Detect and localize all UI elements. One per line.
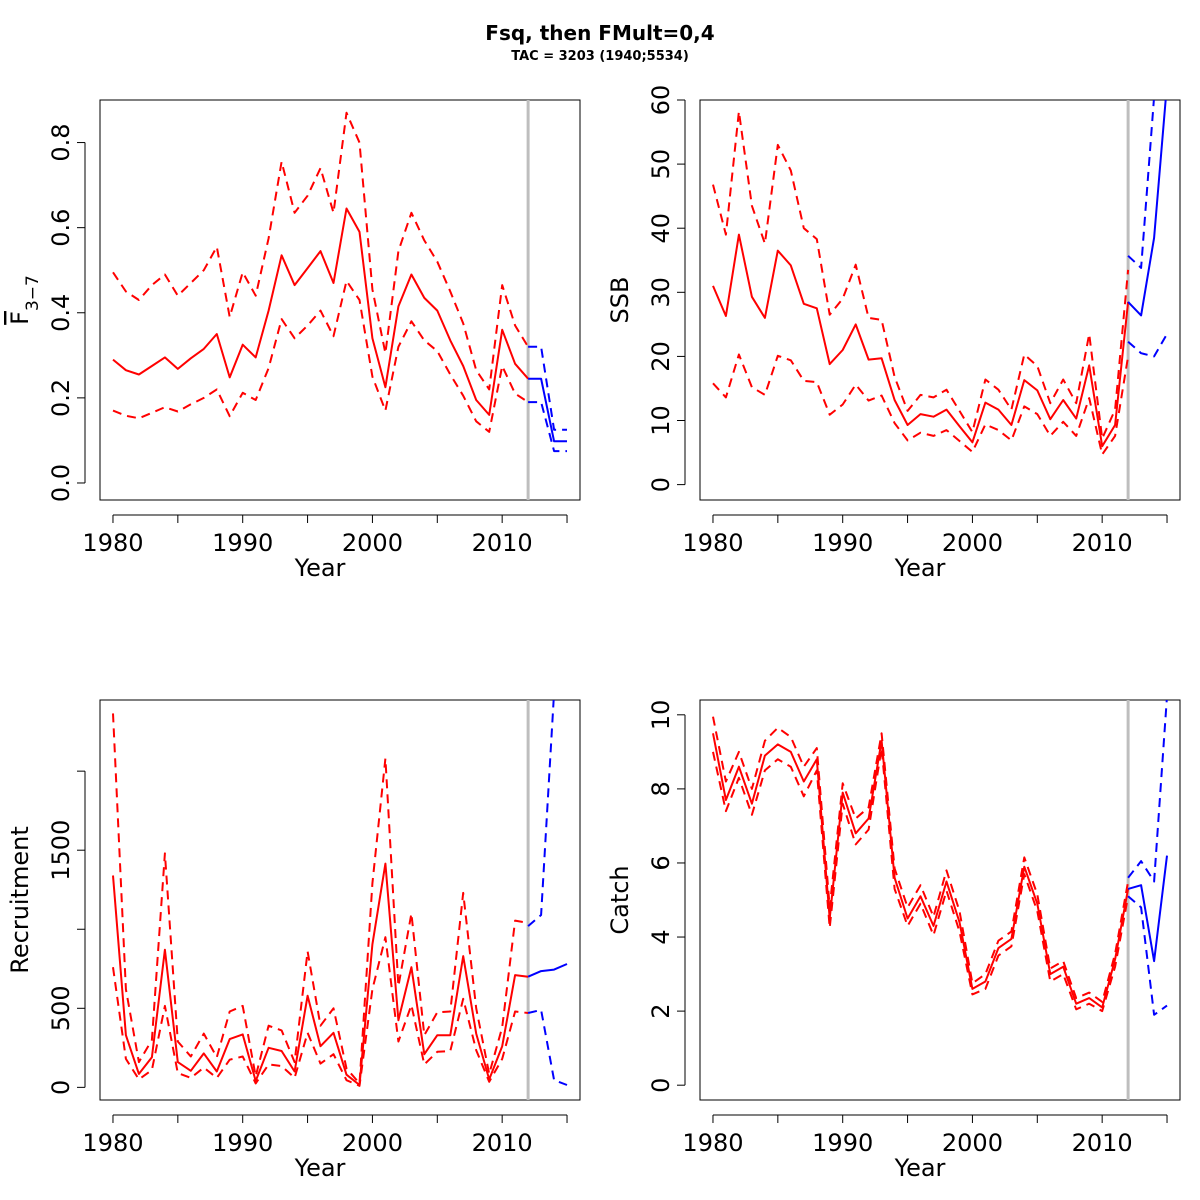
recruitment-panel-historic-lower-line bbox=[112, 936, 529, 1087]
y-tick-label: 0.6 bbox=[47, 209, 75, 247]
recruitment-panel-historic-median-line bbox=[112, 862, 529, 1086]
x-tick-label: 2000 bbox=[342, 1129, 403, 1157]
recruitment-panel-series bbox=[112, 700, 568, 1087]
f-panel-historic-upper-line bbox=[112, 111, 529, 391]
ssb-panel-forecast-upper-line bbox=[1127, 100, 1155, 269]
x-tick-label: 1980 bbox=[82, 1129, 143, 1157]
catch-panel-frame bbox=[699, 699, 1181, 1101]
ssb-panel-historic-upper-line bbox=[712, 110, 1130, 440]
f-panel-y-label: F3−7 bbox=[6, 275, 43, 325]
recruitment-panel: 1980 1990 2000 2010 0 500 1500 Year Recruitment bbox=[6, 699, 581, 1182]
f-panel-forecast-lower-line bbox=[528, 401, 567, 453]
y-tick-label: 0.2 bbox=[47, 379, 75, 417]
ssb-panel-series bbox=[712, 100, 1168, 456]
catch-panel-y-label: Catch bbox=[606, 865, 634, 934]
catch-panel-forecast-median-line bbox=[1127, 855, 1168, 963]
y-tick-label: 0.4 bbox=[47, 294, 75, 332]
catch-panel-historic-lower-line bbox=[712, 747, 1130, 1013]
f-panel-historic-median-line bbox=[112, 207, 529, 416]
x-tick-label: 1980 bbox=[682, 529, 743, 557]
y-tick-label: 40 bbox=[647, 213, 675, 244]
x-tick-label: 1990 bbox=[212, 529, 273, 557]
x-tick-label: 1990 bbox=[812, 1129, 873, 1157]
x-tick-label: 1980 bbox=[682, 1129, 743, 1157]
catch-panel-series bbox=[712, 700, 1168, 1016]
y-tick-label: 20 bbox=[647, 341, 675, 372]
recruitment-panel-x-label: Year bbox=[294, 1154, 346, 1182]
y-tick-label: 6 bbox=[647, 855, 675, 870]
f-panel-frame bbox=[99, 99, 581, 501]
f-panel-forecast-median-line bbox=[528, 377, 567, 443]
y-tick-label: 30 bbox=[647, 277, 675, 308]
y-tick-label: 1500 bbox=[47, 820, 75, 881]
recruitment-panel-forecast-upper-line bbox=[527, 700, 555, 927]
f-panel-forecast-upper-line bbox=[528, 345, 567, 431]
recruitment-panel-frame bbox=[99, 699, 581, 1101]
f-panel: 1980 1990 2000 2010 0.0 0.2 0.4 0.6 0.8 Year F3−7 bbox=[6, 99, 581, 582]
f-panel-series bbox=[112, 111, 567, 453]
catch-panel-historic-median-line bbox=[712, 733, 1130, 1009]
recruitment-panel-y-label: Recruitment bbox=[6, 826, 34, 973]
catch-panel: 1980 1990 2000 2010 0 2 4 6 8 10 Year Catch bbox=[606, 699, 1181, 1182]
x-tick-label: 2010 bbox=[472, 529, 533, 557]
ssb-panel-frame bbox=[699, 99, 1181, 501]
y-tick-label: 0.0 bbox=[47, 464, 75, 502]
x-tick-label: 1990 bbox=[212, 1129, 273, 1157]
ssb-panel-historic-lower-line bbox=[712, 353, 1130, 456]
x-tick-label: 2010 bbox=[472, 1129, 533, 1157]
recruitment-panel-historic-upper-line bbox=[112, 713, 529, 1085]
y-tick-label: 10 bbox=[647, 700, 675, 731]
recruitment-panel-forecast-lower-line bbox=[527, 1008, 568, 1086]
y-tick-label: 60 bbox=[647, 85, 675, 116]
figure-subtitle: TAC = 3203 (1940;5534) bbox=[511, 49, 689, 64]
y-tick-label: 0.8 bbox=[47, 123, 75, 161]
f-panel-historic-lower-line bbox=[112, 279, 529, 433]
x-tick-label: 2010 bbox=[1072, 1129, 1133, 1157]
f-panel-x-label: Year bbox=[294, 554, 346, 582]
ssb-panel-forecast-median-line bbox=[1127, 100, 1167, 317]
x-tick-label: 2000 bbox=[942, 1129, 1003, 1157]
x-tick-label: 2000 bbox=[942, 529, 1003, 557]
y-tick-label: 2 bbox=[647, 1003, 675, 1018]
x-tick-label: 2010 bbox=[1072, 529, 1133, 557]
y-tick-label: 0 bbox=[647, 1078, 675, 1093]
catch-panel-x-label: Year bbox=[894, 1154, 946, 1182]
y-tick-label: 0 bbox=[647, 477, 675, 492]
y-tick-label: 50 bbox=[647, 149, 675, 180]
catch-panel-historic-upper-line bbox=[712, 716, 1130, 1003]
ssb-panel-y-label: SSB bbox=[606, 277, 634, 324]
ssb-panel-x-label: Year bbox=[894, 554, 946, 582]
ssb-panel-forecast-lower-line bbox=[1127, 333, 1168, 358]
catch-panel-forecast-upper-line bbox=[1127, 700, 1168, 883]
y-tick-label: 10 bbox=[647, 405, 675, 436]
ssb-panel: 1980 1990 2000 2010 0 10 20 30 40 50 60 Year SSB bbox=[606, 85, 1181, 582]
x-tick-label: 2000 bbox=[342, 529, 403, 557]
ssb-panel-historic-median-line bbox=[712, 233, 1130, 448]
x-tick-label: 1980 bbox=[82, 529, 143, 557]
recruitment-panel-forecast-median-line bbox=[527, 963, 568, 978]
catch-panel-forecast-lower-line bbox=[1127, 895, 1168, 1016]
y-tick-label: 4 bbox=[647, 929, 675, 944]
y-tick-label: 0 bbox=[47, 1080, 75, 1095]
figure-title: Fsq, then FMult=0,4 bbox=[485, 21, 714, 45]
x-tick-label: 1990 bbox=[812, 529, 873, 557]
y-tick-label: 8 bbox=[647, 781, 675, 796]
panels: 1980 1990 2000 20100.00.20.40.60.8YearF3−71… bbox=[6, 85, 1181, 1182]
y-tick-label: 500 bbox=[47, 985, 75, 1031]
